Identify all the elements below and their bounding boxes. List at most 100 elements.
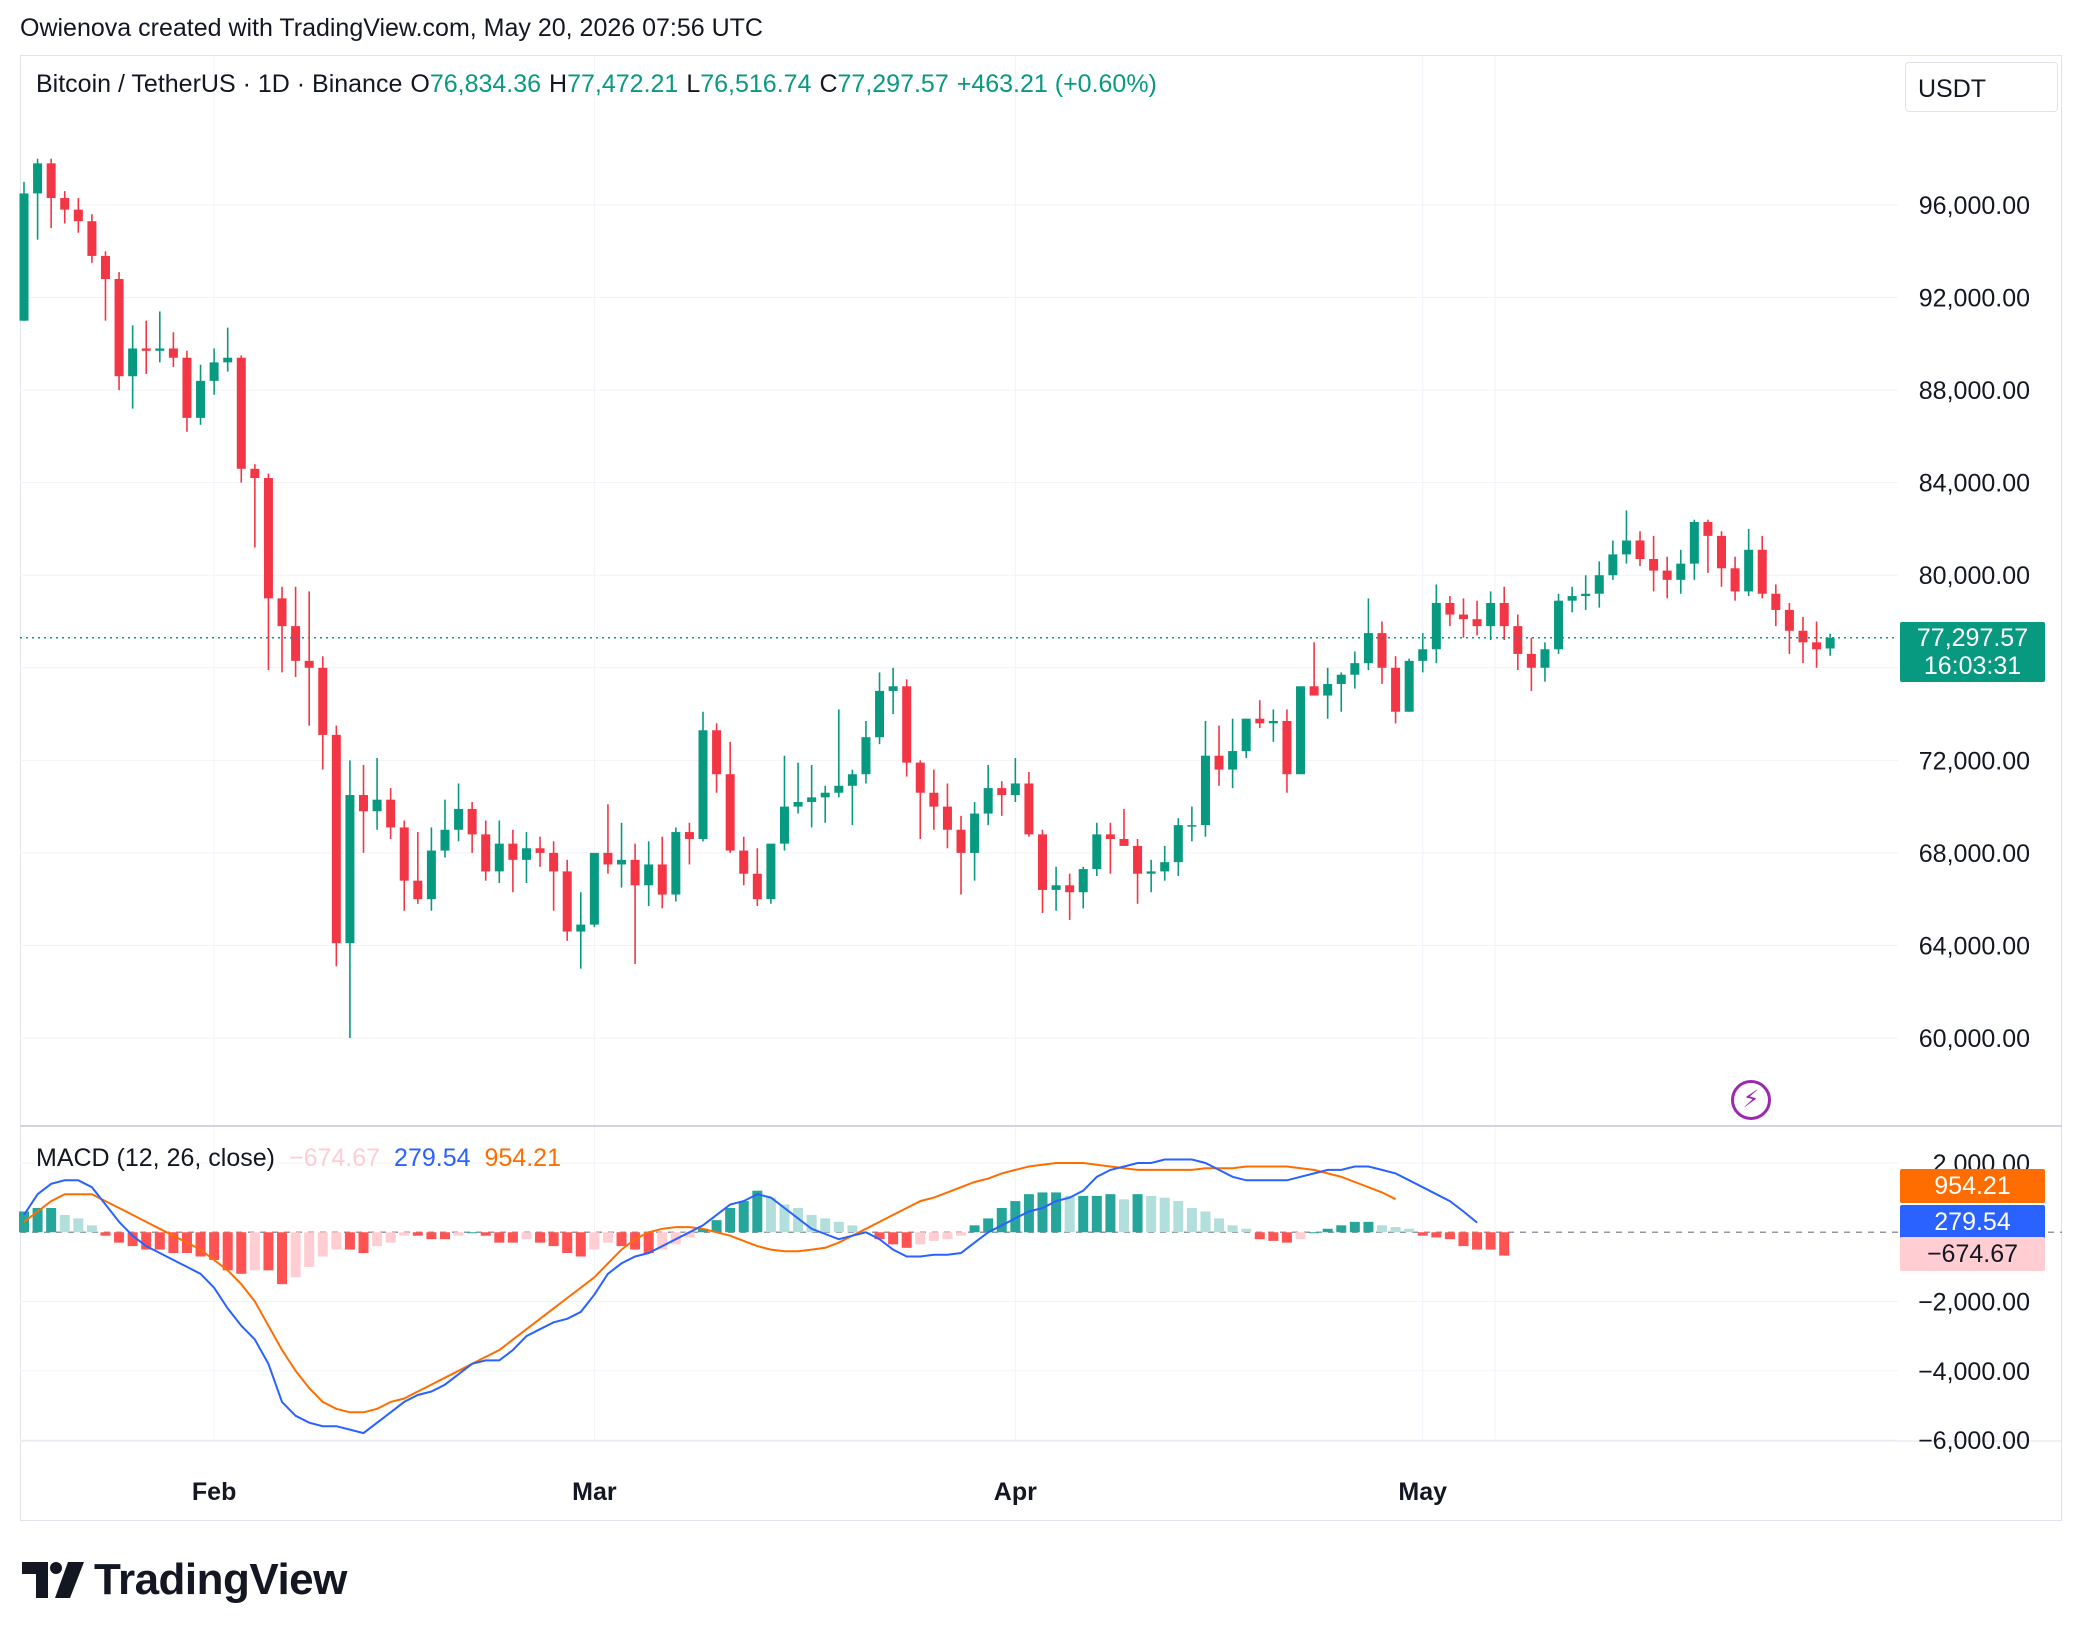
macd-histogram-bar xyxy=(494,1232,505,1243)
low-key: L xyxy=(686,70,701,98)
candle-body xyxy=(1513,626,1523,654)
macd-histogram-bar xyxy=(928,1232,939,1241)
candle-body xyxy=(1717,535,1726,569)
candle-body xyxy=(1554,600,1564,650)
candle-body xyxy=(168,348,178,358)
candle-body xyxy=(209,362,219,381)
macd-histogram-bar xyxy=(1417,1232,1428,1236)
candle-body xyxy=(1757,549,1767,594)
candle-body xyxy=(304,660,314,668)
macd-histogram-bar xyxy=(1159,1197,1170,1233)
close-value: 77,297.57 xyxy=(837,70,949,98)
candle-body xyxy=(1119,839,1129,846)
macd-histogram-bar xyxy=(535,1232,546,1243)
candle-body xyxy=(1065,885,1075,893)
macd-histogram-bar xyxy=(752,1190,763,1233)
price-axis-label: 64,000.00 xyxy=(1919,932,2030,960)
macd-histogram-bar xyxy=(1485,1232,1496,1250)
candle-body xyxy=(834,785,844,793)
candle-body xyxy=(1431,602,1441,650)
candle-body xyxy=(1187,825,1197,827)
macd-histogram-bar xyxy=(1390,1227,1401,1233)
tradingview-wordmark: TradingView xyxy=(94,1555,347,1604)
candle-body xyxy=(223,357,233,363)
candle-body xyxy=(562,871,572,932)
candle-body xyxy=(454,808,464,830)
candle-body xyxy=(60,198,70,210)
price-axis-label: 68,000.00 xyxy=(1919,840,2030,868)
macd-histogram-bar xyxy=(263,1232,274,1271)
candle-body xyxy=(1649,559,1659,571)
currency-selector[interactable]: USDT xyxy=(1905,62,2058,112)
tradingview-logo[interactable]: TradingView xyxy=(22,1555,347,1605)
price-axis-label: 60,000.00 xyxy=(1919,1025,2030,1053)
macd-histogram-bar xyxy=(915,1232,926,1245)
candle-body xyxy=(915,762,925,793)
macd-histogram-bar xyxy=(1132,1194,1143,1233)
candle-body xyxy=(1445,602,1455,615)
candle-body xyxy=(1581,593,1591,597)
macd-histogram-bar xyxy=(738,1201,749,1233)
candle-body xyxy=(87,221,97,256)
macd-histogram-bar xyxy=(956,1232,967,1236)
candle-body xyxy=(549,852,559,872)
lightning-icon[interactable]: ⚡ xyxy=(1731,1080,1771,1120)
candle-body xyxy=(603,852,613,865)
macd-histogram-bar xyxy=(725,1208,736,1233)
macd-histogram-bar xyxy=(1444,1232,1455,1240)
macd-histogram-bar xyxy=(46,1208,57,1233)
candle-body xyxy=(46,163,56,199)
macd-histogram-bar xyxy=(847,1225,858,1233)
macd-title[interactable]: MACD (12, 26, close) xyxy=(36,1144,275,1172)
price-axis-label: 92,000.00 xyxy=(1919,285,2030,313)
chart-frame[interactable] xyxy=(20,55,2062,1521)
macd-axis-label: −6,000.00 xyxy=(1918,1427,2030,1455)
candle-body xyxy=(535,848,545,853)
macd-histogram-bar xyxy=(820,1218,831,1233)
price-axis-label: 84,000.00 xyxy=(1919,470,2030,498)
candle-body xyxy=(331,734,341,944)
macd-histogram-bar xyxy=(1118,1199,1129,1233)
macd-histogram-bar xyxy=(277,1232,288,1285)
candle-body xyxy=(196,380,206,418)
candle-body xyxy=(1621,540,1631,555)
candle-body xyxy=(494,843,504,872)
candle-body xyxy=(1010,783,1020,796)
macd-histogram-bar xyxy=(698,1228,708,1233)
macd-histogram-bar xyxy=(1064,1195,1075,1233)
macd-histogram-bar xyxy=(1023,1194,1034,1233)
candle-body xyxy=(1458,614,1468,620)
high-key: H xyxy=(549,70,568,98)
candle-body xyxy=(372,799,382,812)
macd-histogram-bar xyxy=(426,1232,437,1240)
macd-histogram-bar xyxy=(1105,1194,1116,1233)
macd-histogram-bar xyxy=(1458,1232,1469,1247)
macd-histogram-bar xyxy=(589,1232,600,1250)
candle-body xyxy=(1051,885,1061,890)
macd-histogram-bar xyxy=(1146,1195,1157,1233)
macd-histogram-bar xyxy=(290,1232,301,1278)
macd-histogram-bar xyxy=(399,1232,410,1236)
bar-countdown: 16:03:31 xyxy=(1923,652,2022,680)
candle-body xyxy=(1105,834,1115,840)
candle-body xyxy=(1078,869,1088,893)
candle-body xyxy=(100,255,110,280)
macd-histogram-bar xyxy=(412,1232,423,1236)
candle-body xyxy=(1540,649,1550,668)
candle-body xyxy=(263,478,273,599)
candle-body xyxy=(970,813,980,853)
macd-histogram-bar xyxy=(793,1208,804,1233)
candle-body xyxy=(1798,630,1808,643)
candle-body xyxy=(1404,660,1414,712)
candle-body xyxy=(250,468,260,479)
candle-body xyxy=(1255,718,1265,724)
symbol-title[interactable]: Bitcoin / TetherUS · 1D · Binance xyxy=(36,70,403,98)
macd-histogram-bar xyxy=(630,1232,641,1250)
macd-histogram-bar xyxy=(127,1232,138,1247)
macd-histogram-bar xyxy=(480,1232,491,1236)
price-change: +463.21 (+0.60%) xyxy=(956,70,1157,98)
candle-body xyxy=(182,357,192,418)
macd-histogram-bar xyxy=(1431,1232,1442,1238)
candle-body xyxy=(576,924,586,932)
